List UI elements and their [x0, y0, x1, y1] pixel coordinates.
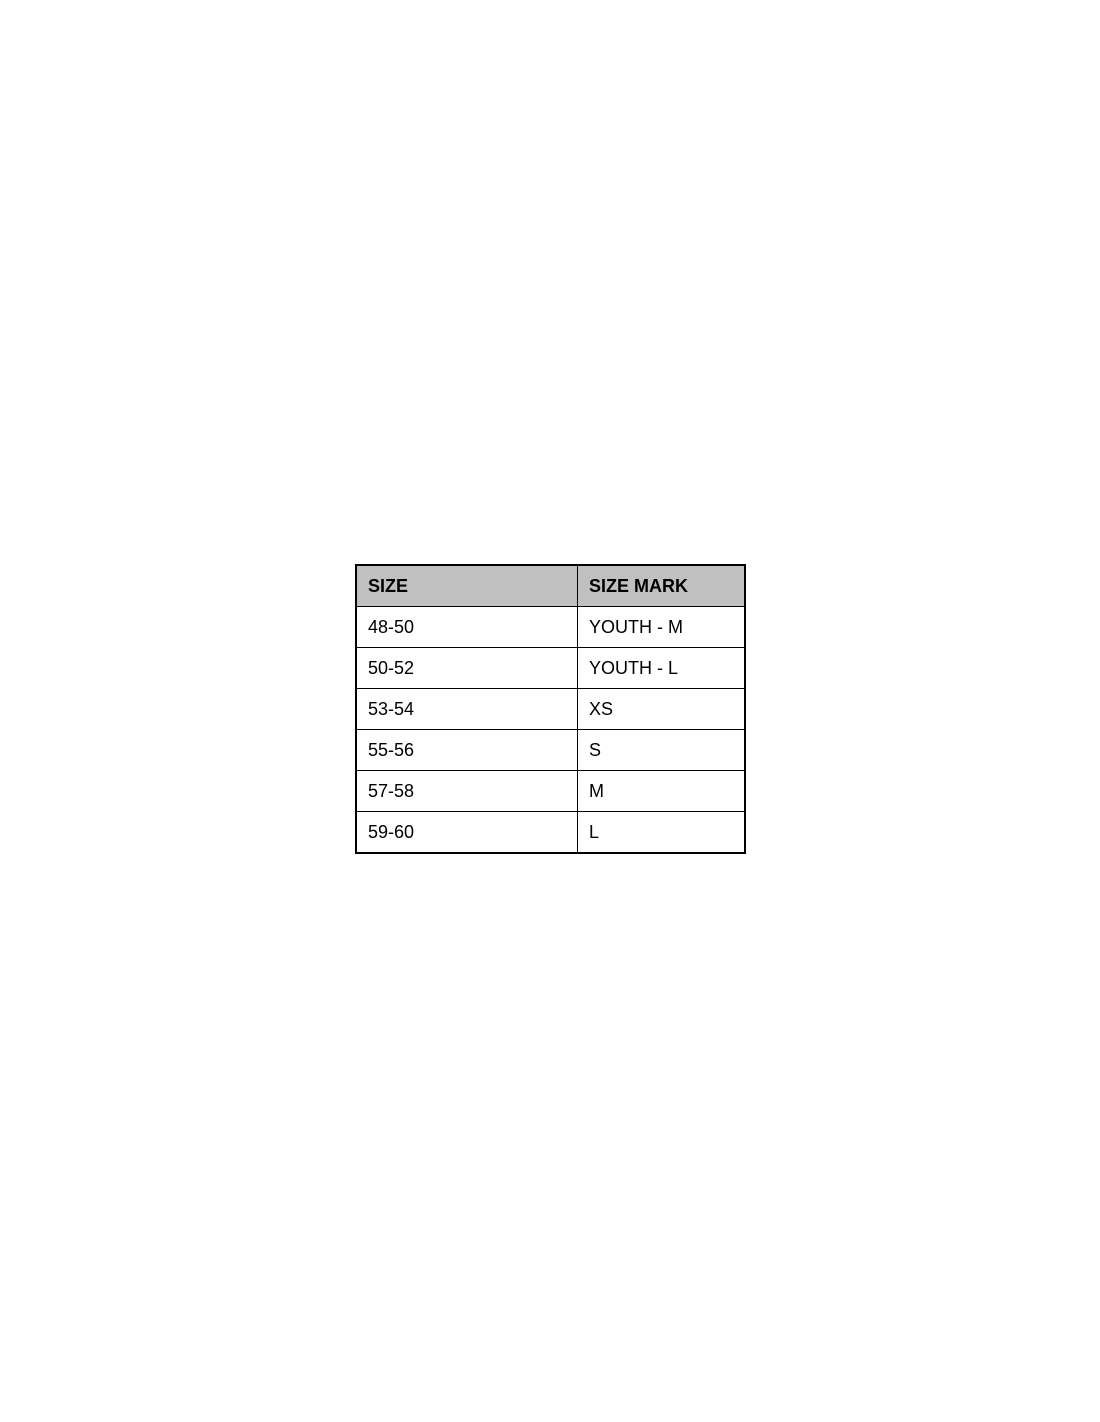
size-cell: 59-60: [355, 811, 578, 854]
column-header-size: SIZE: [355, 564, 578, 607]
column-header-size-mark: SIZE MARK: [577, 564, 746, 607]
table-row: 50-52 YOUTH - L: [355, 647, 746, 689]
size-mark-cell: L: [577, 811, 746, 854]
size-mark-cell: S: [577, 729, 746, 771]
table-row: 55-56 S: [355, 729, 746, 771]
size-mark-cell: XS: [577, 688, 746, 730]
table-row: 59-60 L: [355, 811, 746, 854]
size-chart-table: SIZE SIZE MARK 48-50 YOUTH - M 50-52 YOU…: [355, 564, 746, 854]
size-cell: 55-56: [355, 729, 578, 771]
size-mark-cell: YOUTH - M: [577, 606, 746, 648]
table-header-row: SIZE SIZE MARK: [355, 564, 746, 607]
size-cell: 50-52: [355, 647, 578, 689]
table-row: 53-54 XS: [355, 688, 746, 730]
size-cell: 48-50: [355, 606, 578, 648]
size-mark-cell: M: [577, 770, 746, 812]
size-cell: 57-58: [355, 770, 578, 812]
table-row: 57-58 M: [355, 770, 746, 812]
size-mark-cell: YOUTH - L: [577, 647, 746, 689]
size-cell: 53-54: [355, 688, 578, 730]
table-row: 48-50 YOUTH - M: [355, 606, 746, 648]
